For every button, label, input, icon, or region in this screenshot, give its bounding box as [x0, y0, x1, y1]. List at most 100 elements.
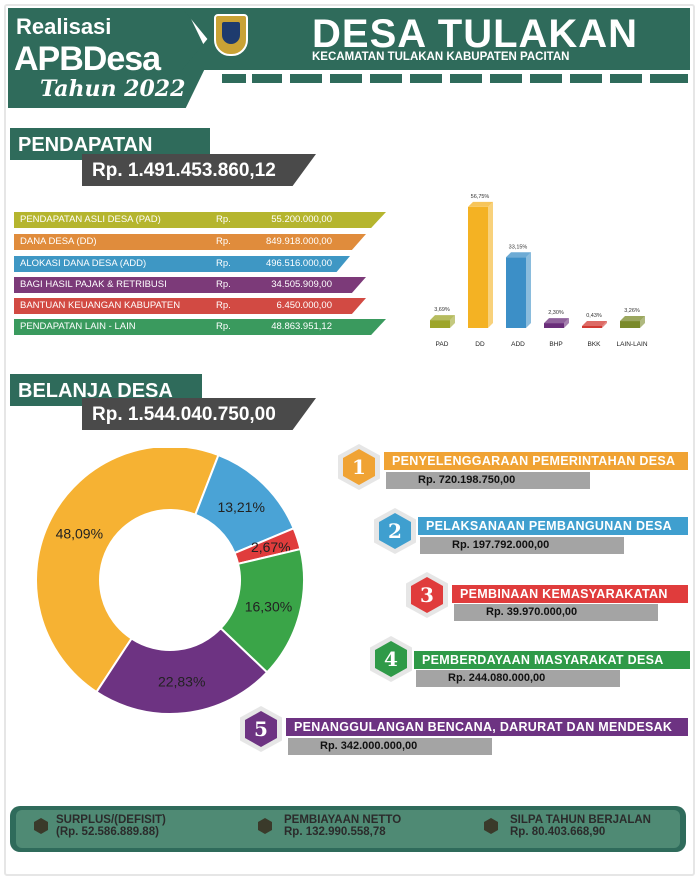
bar-category-label: BKK: [587, 341, 601, 348]
silpa-value: Rp. 80.403.668,90: [510, 826, 606, 838]
bar-front: [506, 257, 526, 328]
belanja-item-name: PELAKSANAAN PEMBANGUNAN DESA: [418, 517, 688, 535]
header-dash: [490, 74, 522, 83]
bar-front: [582, 326, 602, 328]
bar-value-label: 0,43%: [586, 313, 602, 319]
header-dash: [370, 74, 402, 83]
pendapatan-row-name: DANA DESA (DD): [20, 236, 97, 247]
header-dash: [222, 74, 246, 83]
number-hexagon-icon: 4: [370, 636, 412, 682]
header-dash: [330, 74, 362, 83]
bar: [582, 321, 607, 328]
pembiayaan-label: PEMBIAYAAN NETTO: [284, 814, 402, 826]
belanja-item-amount: Rp. 720.198.750,00: [386, 472, 590, 489]
donut-slice-label: 48,09%: [56, 525, 103, 541]
belanja-total: Rp. 1.544.040.750,00: [82, 398, 316, 430]
pendapatan-row-rp: Rp.: [216, 321, 231, 332]
header-dash: [570, 74, 602, 83]
number-hexagon-digit: 5: [245, 711, 277, 747]
pendapatan-row-rp: Rp.: [216, 236, 231, 247]
bar-category-label: BHP: [549, 341, 562, 348]
bar-front: [468, 206, 488, 328]
bar: [544, 318, 569, 328]
bar-top: [582, 321, 607, 326]
bar-side: [488, 201, 493, 328]
bar-side: [564, 318, 569, 328]
bar-side: [450, 315, 455, 328]
bar-front: [620, 321, 640, 328]
belanja-item-amount: Rp. 342.000.000,00: [288, 738, 492, 755]
bar-value-label: 2,30%: [548, 310, 564, 316]
pendapatan-row: PENDAPATAN LAIN - LAIN Rp. 48.863.951,12: [14, 319, 386, 335]
belanja-item-amount: Rp. 39.970.000,00: [454, 604, 658, 621]
pendapatan-row-value: 496.516.000,00: [265, 258, 332, 269]
header-dash: [610, 74, 642, 83]
pendapatan-row-name: BAGI HASIL PAJAK & RETRIBUSI: [20, 279, 167, 290]
bar-value-label: 56,75%: [471, 194, 490, 200]
pendapatan-total: Rp. 1.491.453.860,12: [82, 154, 316, 186]
number-hexagon-digit: 1: [343, 449, 375, 485]
pendapatan-row: BANTUAN KEUANGAN KABUPATEN Rp. 6.450.000,0…: [14, 298, 366, 314]
bar-side: [602, 321, 607, 328]
bar-side: [526, 252, 531, 328]
pendapatan-row-name: BANTUAN KEUANGAN KABUPATEN: [20, 300, 181, 311]
header-dash: [450, 74, 482, 83]
pendapatan-row-value: 849.918.000,00: [265, 236, 332, 247]
donut-slice-label: 22,83%: [158, 673, 205, 689]
surplus-label: SURPLUS/(DEFISIT): [56, 814, 166, 826]
header-apbdesa: APBDesa: [14, 40, 161, 78]
pendapatan-row-rp: Rp.: [216, 258, 231, 269]
pendapatan-row-value: 34.505.909,00: [271, 279, 332, 290]
hexagon-bullet-icon: [34, 818, 48, 834]
pendapatan-row-value: 55.200.000,00: [271, 214, 332, 225]
belanja-item-amount: Rp. 197.792.000,00: [420, 537, 624, 554]
pendapatan-row: ALOKASI DANA DESA (ADD) Rp. 496.516.000,00: [14, 256, 350, 272]
bar-value-label: 3,69%: [434, 307, 450, 313]
regency-logo-inner: [222, 22, 240, 44]
pendapatan-bar-chart: 3,69% PAD 56,75% DD 33,15% ADD 2,30% BHP 0,43% BK…: [430, 194, 648, 348]
header-realisasi: Realisasi: [16, 14, 112, 39]
bar-front: [430, 320, 450, 328]
header-kecamatan: KECAMATAN TULAKAN KABUPATEN PACITAN: [312, 51, 570, 63]
pendapatan-row-rp: Rp.: [216, 300, 231, 311]
bar-top: [468, 201, 493, 207]
bar-front: [544, 323, 564, 328]
belanja-item-name: PEMBERDAYAAN MASYARAKAT DESA: [414, 651, 690, 669]
bar-side: [640, 316, 645, 328]
number-hexagon-digit: 4: [375, 641, 407, 677]
belanja-item-name: PENYELENGGARAAN PEMERINTAHAN DESA: [384, 452, 688, 470]
header-tahun: Tahun 2022: [40, 76, 186, 102]
header-left-banner: [8, 8, 210, 108]
bar-value-label: 33,15%: [509, 244, 528, 250]
pembiayaan-value: Rp. 132.990.558,78: [284, 826, 386, 838]
bar-category-label: PAD: [436, 341, 449, 348]
bar-category-label: DD: [475, 341, 485, 348]
pendapatan-row-name: ALOKASI DANA DESA (ADD): [20, 258, 147, 269]
bar-top: [544, 318, 569, 324]
header-dash: [410, 74, 442, 83]
belanja-item-amount: Rp. 244.080.000,00: [416, 670, 620, 687]
bar: [468, 201, 493, 328]
header-dash: [650, 74, 688, 83]
pendapatan-row: PENDAPATAN ASLI DESA (PAD) Rp. 55.200.000,…: [14, 212, 386, 228]
pendapatan-row-name: PENDAPATAN ASLI DESA (PAD): [20, 214, 161, 225]
bar: [506, 252, 531, 328]
pendapatan-row: BAGI HASIL PAJAK & RETRIBUSI Rp. 34.505.90…: [14, 277, 366, 293]
bar-value-label: 3,26%: [624, 308, 640, 314]
belanja-item-name: PEMBINAAN KEMASYARAKATAN: [452, 585, 688, 603]
header-dash: [290, 74, 322, 83]
donut-slice: [95, 626, 269, 715]
header-right-banner: [182, 8, 690, 70]
bar: [430, 315, 455, 328]
donut-slice-label: 16,30%: [245, 599, 292, 615]
number-hexagon-icon: 5: [240, 706, 282, 752]
bar-top: [620, 316, 645, 322]
pendapatan-row: DANA DESA (DD) Rp. 849.918.000,00: [14, 234, 366, 250]
bar: [620, 316, 645, 328]
pendapatan-row-value: 48.863.951,12: [271, 321, 332, 332]
number-hexagon-digit: 2: [379, 513, 411, 549]
donut-slice-label: 13,21%: [217, 499, 264, 515]
hexagon-bullet-icon: [258, 818, 272, 834]
bar-top: [506, 252, 531, 258]
bar-top: [430, 315, 455, 321]
